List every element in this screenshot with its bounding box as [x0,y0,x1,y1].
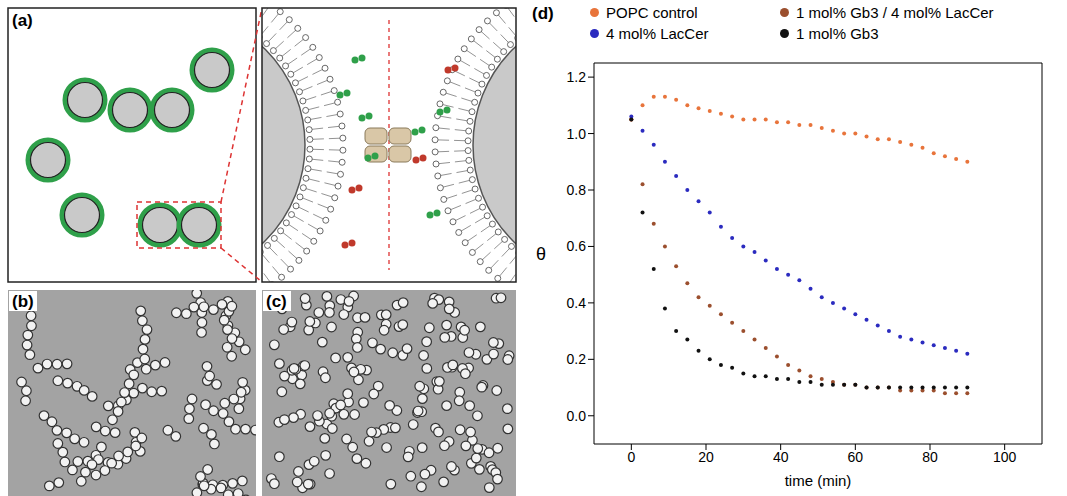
html-text:(d): (d) [532,4,554,23]
svg-text:0.0: 0.0 [567,408,587,424]
html-text:1 mol% Gb3 / 4 mol% LacCer: 1 mol% Gb3 / 4 mol% LacCer [796,4,994,21]
svg-text:(c): (c) [266,292,287,311]
svg-text:0.6: 0.6 [567,238,587,254]
svg-text:0: 0 [627,449,635,465]
html-text:4 mol% LacCer: 4 mol% LacCer [606,25,709,42]
svg-text:20: 20 [698,449,714,465]
svg-text:1.0: 1.0 [567,126,587,142]
html-text:1 mol% Gb3: 1 mol% Gb3 [796,25,879,42]
svg-text:80: 80 [922,449,938,465]
svg-text:0.8: 0.8 [567,182,587,198]
html-text:POPC control: POPC control [606,4,698,21]
svg-text:0.2: 0.2 [567,351,587,367]
svg-text:θ: θ [536,244,546,264]
svg-text:(a): (a) [12,11,33,30]
svg-text:100: 100 [993,449,1017,465]
svg-text:0.4: 0.4 [567,295,587,311]
svg-text:60: 60 [848,449,864,465]
svg-text:40: 40 [773,449,789,465]
svg-text:time (min): time (min) [785,472,852,489]
svg-text:(b): (b) [12,292,34,311]
svg-text:1.2: 1.2 [567,69,587,85]
